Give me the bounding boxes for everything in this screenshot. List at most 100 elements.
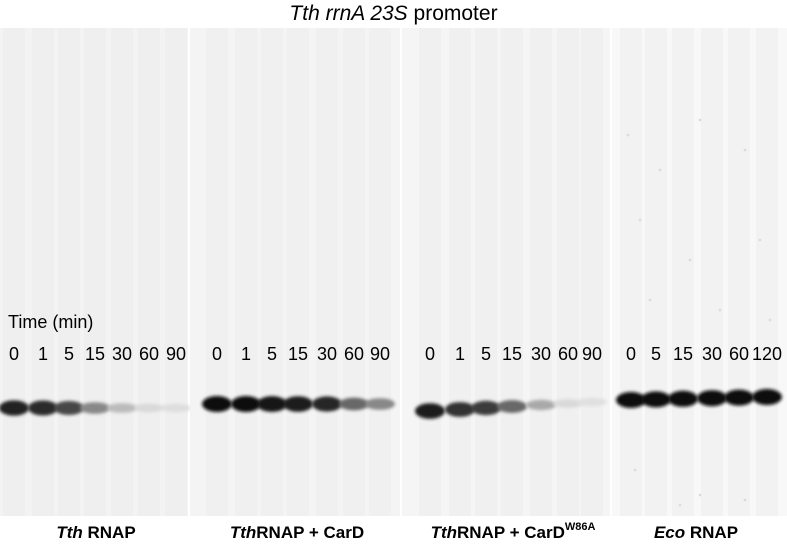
band-panel1-lane-2 — [28, 400, 58, 416]
band-panel3-lane-6 — [553, 399, 583, 408]
gel-speckle — [658, 168, 662, 172]
lane-streak — [111, 28, 133, 516]
band-panel4-lane-1 — [616, 392, 646, 408]
lane-streak — [165, 28, 187, 516]
lane-time-label: 15 — [84, 344, 106, 364]
gel-speckle — [743, 148, 747, 152]
lane-streak — [620, 28, 642, 516]
gel-speckle — [743, 498, 747, 502]
band-panel1-lane-7 — [161, 403, 191, 413]
lane-streak — [419, 28, 441, 516]
band-panel3-lane-3 — [471, 400, 501, 416]
lane-streak — [138, 28, 160, 516]
lane-time-label: 15 — [501, 344, 523, 364]
panel-label-2: TthRNAP + CarD — [229, 523, 365, 542]
band-panel1-lane-3 — [54, 401, 84, 415]
band-panel3-lane-7 — [577, 397, 607, 407]
band-panel1-lane-6 — [134, 403, 164, 413]
band-panel4-lane-6 — [752, 389, 782, 405]
lane-streak — [206, 28, 228, 516]
band-panel2-lane-1 — [202, 396, 232, 412]
gel-speckle — [688, 258, 692, 262]
lane-streak — [672, 28, 694, 516]
lane-time-label: 1 — [454, 344, 465, 364]
lane-time-label: 0 — [211, 344, 222, 364]
lane-streak — [501, 28, 523, 516]
lane-time-label: 1 — [240, 344, 251, 364]
lane-streak — [369, 28, 391, 516]
lane-streak — [287, 28, 309, 516]
band-panel1-lane-1 — [0, 400, 29, 416]
lane-streak — [84, 28, 106, 516]
band-panel2-lane-3 — [257, 396, 287, 412]
band-panel1-lane-5 — [107, 403, 137, 413]
band-panel3-lane-1 — [415, 403, 445, 419]
band-panel4-lane-4 — [697, 390, 727, 407]
lane-streak — [645, 28, 667, 516]
gel-speckle — [698, 493, 702, 497]
lane-streak — [557, 28, 579, 516]
gel-speckle — [626, 133, 630, 137]
lane-time-label: 60 — [728, 344, 750, 364]
lane-time-label: 120 — [751, 344, 783, 364]
lane-time-label: 15 — [672, 344, 694, 364]
time-axis-label: Time (min) — [8, 312, 94, 332]
gel-panel-2 — [190, 28, 400, 516]
gel-speckle — [698, 118, 702, 122]
band-panel4-lane-5 — [724, 389, 754, 406]
lane-time-label: 30 — [111, 344, 133, 364]
lane-time-label: 0 — [424, 344, 435, 364]
lane-time-label: 5 — [650, 344, 661, 364]
lane-streak — [32, 28, 54, 516]
gel-panel-1 — [0, 28, 188, 516]
lane-time-label: 15 — [287, 344, 309, 364]
gel-speckle — [768, 318, 772, 322]
band-panel3-lane-4 — [497, 400, 527, 413]
lane-time-label: 5 — [480, 344, 491, 364]
gel-speckle — [758, 238, 762, 242]
lane-time-label: 90 — [581, 344, 603, 364]
lane-time-label: 60 — [138, 344, 160, 364]
lane-streak — [728, 28, 750, 516]
band-panel2-lane-5 — [312, 396, 342, 412]
gel-panel-3 — [402, 28, 610, 516]
lane-time-label: 90 — [165, 344, 187, 364]
lane-time-label: 0 — [625, 344, 636, 364]
lane-streak — [261, 28, 283, 516]
lane-time-label: 30 — [316, 344, 338, 364]
lane-time-label: 30 — [701, 344, 723, 364]
lane-streak — [3, 28, 25, 516]
lane-time-label: 0 — [8, 344, 19, 364]
lane-streak — [756, 28, 778, 516]
band-panel2-lane-2 — [231, 396, 261, 412]
title-promoter-name: Tth rrnA 23S — [289, 2, 408, 25]
band-panel2-lane-6 — [339, 397, 369, 411]
lane-streak — [701, 28, 723, 516]
panel-label-3: TthRNAP + CarDW86A — [430, 521, 596, 542]
lane-streak — [449, 28, 471, 516]
band-panel1-lane-4 — [80, 402, 110, 414]
gel-panel-4 — [612, 28, 787, 516]
gel-speckle — [633, 468, 637, 472]
gel-speckle — [648, 298, 652, 302]
lane-streak — [343, 28, 365, 516]
lane-streak — [475, 28, 497, 516]
lane-time-label: 5 — [266, 344, 277, 364]
gel-speckle — [678, 503, 682, 507]
title-promoter-word: promoter — [407, 2, 498, 25]
panel-label-4: Eco RNAP — [653, 523, 739, 542]
lane-time-label: 90 — [369, 344, 391, 364]
lane-time-label: 1 — [37, 344, 48, 364]
lane-time-label: 5 — [63, 344, 74, 364]
gel-speckle — [638, 218, 642, 222]
band-panel3-lane-5 — [526, 399, 556, 411]
lane-time-label: 30 — [530, 344, 552, 364]
band-panel2-lane-7 — [365, 398, 395, 410]
band-panel3-lane-2 — [445, 402, 475, 417]
lane-streak — [235, 28, 257, 516]
panel-label-1: Tth RNAP — [56, 523, 136, 542]
lane-time-label: 60 — [343, 344, 365, 364]
band-panel4-lane-3 — [668, 390, 698, 407]
